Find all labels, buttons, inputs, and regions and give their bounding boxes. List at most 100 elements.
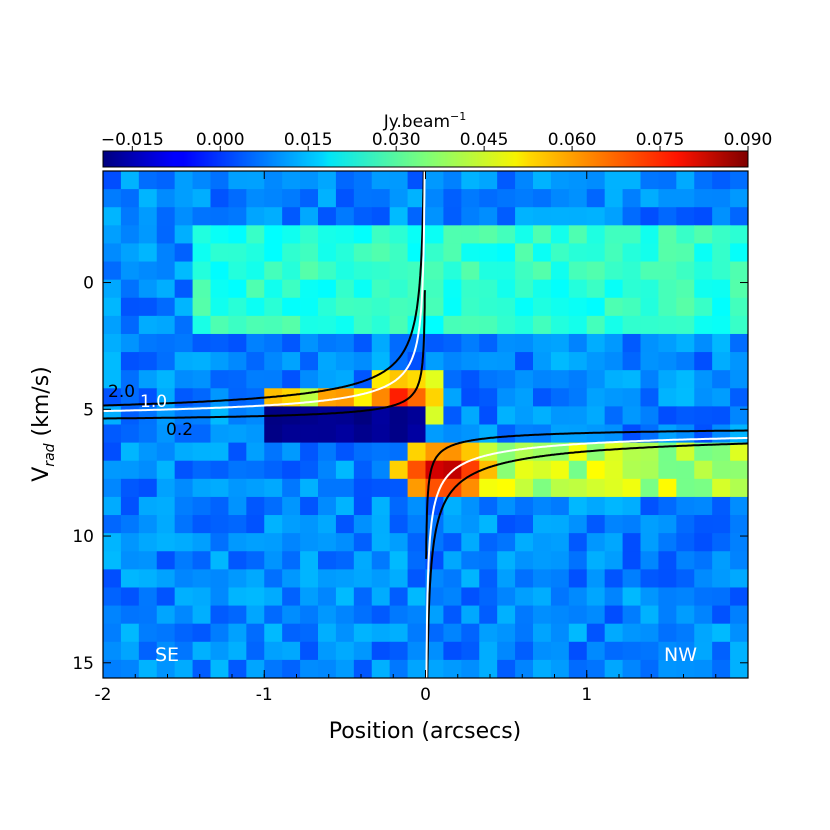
heatmap-cell bbox=[174, 225, 194, 245]
heatmap-cell bbox=[694, 297, 713, 317]
heatmap-cell bbox=[461, 207, 480, 226]
heatmap-cell bbox=[497, 261, 516, 281]
heatmap-cell bbox=[282, 279, 301, 299]
heatmap-cell bbox=[730, 533, 748, 552]
heatmap-cell bbox=[550, 515, 570, 534]
heatmap-cell bbox=[192, 352, 212, 371]
heatmap-cell bbox=[228, 496, 247, 516]
heatmap-cell bbox=[730, 225, 748, 245]
heatmap-cell bbox=[282, 171, 301, 190]
heatmap-cell bbox=[425, 515, 445, 534]
heatmap-cell bbox=[694, 315, 713, 335]
heatmap-cell bbox=[371, 442, 391, 462]
heatmap-cell bbox=[353, 352, 373, 371]
heatmap-cell bbox=[497, 496, 516, 516]
heatmap-cell bbox=[658, 370, 677, 389]
heatmap-cell bbox=[156, 207, 176, 226]
heatmap-cell bbox=[371, 352, 391, 371]
heatmap-cell bbox=[604, 569, 624, 589]
heatmap-cell bbox=[282, 333, 301, 353]
heatmap-cell bbox=[497, 424, 516, 444]
heatmap-cell bbox=[604, 279, 624, 299]
heatmap-cell bbox=[282, 533, 301, 552]
heatmap-cell bbox=[640, 225, 660, 245]
heatmap-cell bbox=[318, 551, 337, 570]
heatmap-cell bbox=[353, 279, 373, 299]
heatmap-cell bbox=[515, 243, 534, 263]
heatmap-cell bbox=[353, 261, 373, 281]
heatmap-cell bbox=[497, 207, 516, 226]
colorbar-tick-label: 0.090 bbox=[724, 130, 773, 150]
heatmap-cell bbox=[264, 225, 283, 245]
heatmap-cell bbox=[192, 315, 212, 335]
heatmap-cell bbox=[479, 370, 498, 389]
heatmap-cell bbox=[604, 424, 624, 444]
heatmap-cell bbox=[335, 478, 355, 498]
heatmap-cell bbox=[228, 243, 247, 263]
heatmap-cell bbox=[353, 460, 373, 480]
heatmap-cell bbox=[120, 207, 140, 226]
heatmap-cell bbox=[228, 333, 247, 353]
heatmap-cell bbox=[533, 243, 552, 263]
heatmap-cell bbox=[174, 496, 194, 516]
heatmap-cell bbox=[210, 478, 230, 498]
heatmap-cell bbox=[479, 225, 498, 245]
heatmap-cell bbox=[246, 641, 265, 661]
heatmap-cell bbox=[318, 424, 337, 444]
heatmap-cell bbox=[497, 460, 516, 480]
heatmap-cell bbox=[138, 460, 158, 480]
heatmap-cell bbox=[282, 243, 301, 263]
heatmap-cell bbox=[192, 171, 212, 190]
heatmap-cell bbox=[156, 261, 176, 281]
heatmap-cell bbox=[246, 315, 265, 335]
heatmap-cell bbox=[568, 370, 588, 389]
heatmap-cell bbox=[712, 460, 731, 480]
heatmap-cell bbox=[676, 515, 695, 534]
heatmap-cell bbox=[461, 171, 480, 190]
heatmap-cell bbox=[210, 297, 230, 317]
heatmap-cell bbox=[425, 406, 445, 426]
heatmap-cell bbox=[120, 623, 140, 643]
heatmap-cell bbox=[318, 641, 337, 661]
heatmap-cell bbox=[676, 605, 695, 625]
heatmap-cell bbox=[318, 207, 337, 226]
heatmap-cell bbox=[658, 406, 677, 426]
heatmap-cell bbox=[425, 279, 445, 299]
heatmap-cell bbox=[138, 207, 158, 226]
heatmap-cell bbox=[586, 225, 606, 245]
heatmap-cell bbox=[353, 551, 373, 570]
heatmap-cell bbox=[407, 533, 427, 552]
heatmap-cell bbox=[138, 171, 158, 190]
heatmap-cell bbox=[335, 442, 355, 462]
heatmap-cell bbox=[156, 406, 176, 426]
heatmap-cell bbox=[138, 243, 158, 263]
colorbar-tick-label: 0.075 bbox=[636, 130, 685, 150]
heatmap-cell bbox=[103, 388, 122, 407]
heatmap-cell bbox=[103, 225, 122, 245]
heatmap-cell bbox=[210, 207, 230, 226]
heatmap-cell bbox=[694, 406, 713, 426]
heatmap-cell bbox=[443, 605, 462, 625]
heatmap-cell bbox=[389, 370, 409, 389]
heatmap-cell bbox=[568, 406, 588, 426]
heatmap-cell bbox=[389, 333, 409, 353]
heatmap-cell bbox=[425, 388, 445, 407]
heatmap-cell bbox=[461, 189, 480, 208]
heatmap-cell bbox=[568, 641, 588, 661]
heatmap-cell bbox=[604, 207, 624, 226]
heatmap-cell bbox=[461, 315, 480, 335]
heatmap-cell bbox=[568, 623, 588, 643]
heatmap-cell bbox=[712, 442, 731, 462]
colorbar-tick-label: 0.030 bbox=[372, 130, 421, 150]
heatmap-cell bbox=[676, 225, 695, 245]
heatmap-cell bbox=[407, 478, 427, 498]
heatmap-cell bbox=[120, 460, 140, 480]
heatmap-cell bbox=[622, 442, 642, 462]
heatmap-cell bbox=[335, 406, 355, 426]
heatmap-cell bbox=[282, 297, 301, 317]
heatmap-cell bbox=[103, 659, 122, 678]
heatmap-cell bbox=[103, 533, 122, 552]
heatmap-cell bbox=[461, 641, 480, 661]
heatmap-cell bbox=[497, 333, 516, 353]
heatmap-cell bbox=[515, 569, 534, 589]
